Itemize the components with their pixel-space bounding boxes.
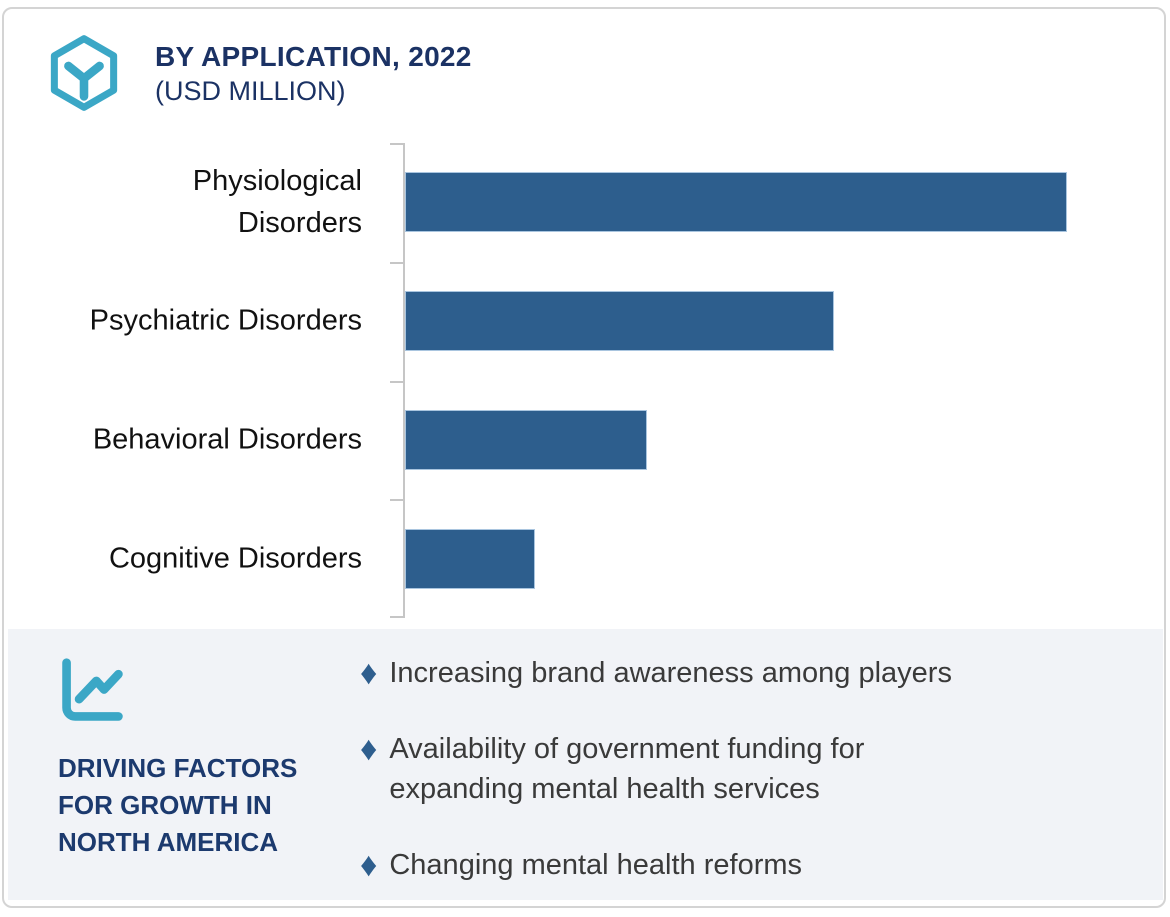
category-label: Cognitive Disorders (108, 542, 362, 575)
bar-physiological-disorders (405, 172, 1067, 233)
driving-factors-heading: DRIVING FACTORS FOR GROWTH IN NORTH AMER… (58, 753, 298, 858)
bar-psychiatric-disorders (405, 291, 834, 352)
category-label: Psychiatric Disorders (89, 304, 362, 337)
chart-title: BY APPLICATION, 2022 (155, 41, 472, 72)
driving-factor-text: Increasing brand awareness among players (389, 657, 952, 689)
line-chart-icon (62, 658, 123, 721)
category-axis-labels: Physiological Disorders Psychiatric Disor… (18, 143, 372, 618)
diamond-bullet-icon: ♦ (360, 654, 378, 692)
chart-subtitle: (USD MILLION) (155, 76, 346, 106)
driving-factors-panel: DRIVING FACTORS FOR GROWTH IN NORTH AMER… (8, 629, 1163, 900)
hexagon-logo-icon (50, 35, 118, 111)
axis-tick (390, 499, 403, 501)
driving-factor-item: ♦ Availability of government funding for … (360, 729, 1120, 809)
driving-factor-text: Availability of government funding for e… (389, 733, 865, 805)
diamond-bullet-icon: ♦ (360, 846, 378, 884)
axis-tick (390, 381, 403, 383)
bar-chart-plot-area (390, 143, 1148, 618)
driving-factor-item: ♦ Changing mental health reforms (360, 845, 1120, 885)
category-label: Behavioral Disorders (92, 423, 362, 456)
bar-cognitive-disorders (405, 528, 535, 589)
driving-factors-list: ♦ Increasing brand awareness among player… (360, 653, 1120, 917)
axis-tick (390, 262, 403, 264)
diamond-bullet-icon: ♦ (360, 730, 378, 768)
driving-factor-text: Changing mental health reforms (389, 849, 803, 881)
category-label: Physiological Disorders (192, 165, 362, 239)
axis-tick (390, 143, 403, 145)
axis-tick (390, 616, 403, 618)
bar-behavioral-disorders (405, 409, 648, 470)
driving-factor-item: ♦ Increasing brand awareness among player… (360, 653, 1120, 693)
chart-header: BY APPLICATION, 2022 (USD MILLION) (155, 41, 472, 107)
